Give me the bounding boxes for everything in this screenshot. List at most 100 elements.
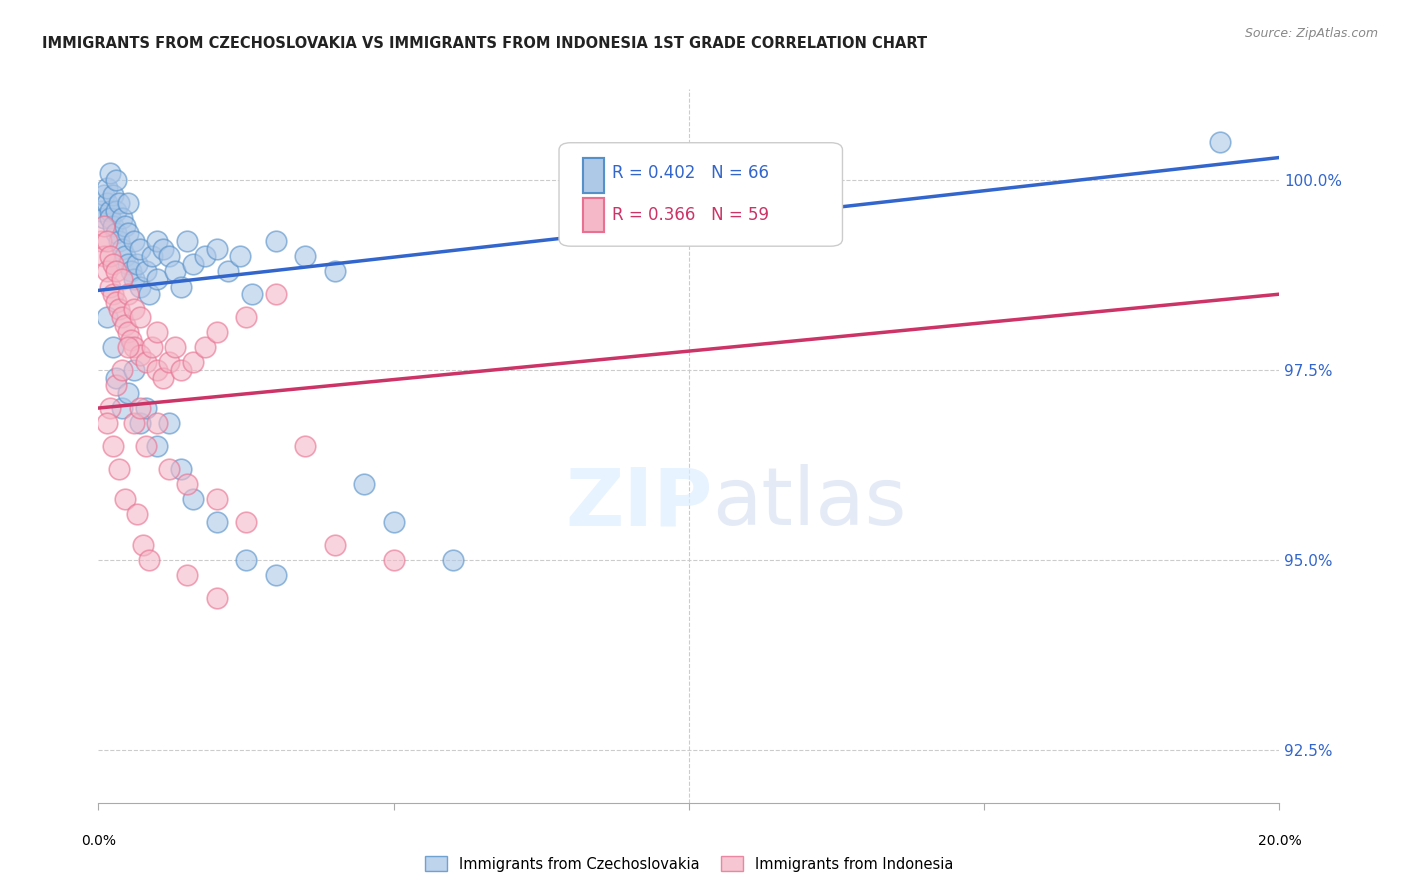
Point — [103, 439, 125, 453]
Point — [441, 553, 464, 567]
Text: IMMIGRANTS FROM CZECHOSLOVAKIA VS IMMIGRANTS FROM INDONESIA 1ST GRADE CORRELATIO: IMMIGRANTS FROM CZECHOSLOVAKIA VS IMMIGR… — [42, 36, 928, 51]
Point — [93, 249, 115, 263]
FancyBboxPatch shape — [560, 143, 842, 246]
Text: 0.0%: 0.0% — [82, 834, 115, 848]
Point — [122, 234, 145, 248]
Point — [294, 249, 316, 263]
Point — [105, 203, 128, 218]
Point — [108, 302, 131, 317]
Point — [294, 439, 316, 453]
Point — [235, 310, 257, 324]
Point — [157, 416, 180, 430]
Point — [117, 257, 139, 271]
Point — [128, 416, 150, 430]
Point — [135, 439, 157, 453]
Text: Source: ZipAtlas.com: Source: ZipAtlas.com — [1244, 27, 1378, 40]
Point — [108, 462, 131, 476]
Point — [128, 401, 150, 415]
Point — [120, 264, 142, 278]
Point — [135, 401, 157, 415]
Point — [128, 242, 150, 256]
Point — [138, 287, 160, 301]
Point — [264, 234, 287, 248]
Point — [152, 242, 174, 256]
Point — [111, 363, 134, 377]
Point — [122, 363, 145, 377]
Point — [1209, 136, 1232, 150]
Point — [122, 340, 145, 354]
Point — [93, 188, 115, 202]
Point — [146, 363, 169, 377]
Point — [152, 370, 174, 384]
Point — [117, 340, 139, 354]
Point — [111, 242, 134, 256]
Point — [96, 416, 118, 430]
Text: atlas: atlas — [713, 464, 907, 542]
Point — [235, 515, 257, 529]
Point — [103, 219, 125, 233]
Point — [205, 492, 228, 507]
Point — [96, 310, 118, 324]
Point — [105, 370, 128, 384]
Point — [105, 173, 128, 187]
Point — [382, 515, 405, 529]
Point — [205, 591, 228, 605]
Point — [353, 477, 375, 491]
Point — [90, 203, 112, 218]
Point — [146, 439, 169, 453]
Point — [117, 287, 139, 301]
Point — [105, 264, 128, 278]
Point — [98, 279, 121, 293]
Point — [108, 234, 131, 248]
Point — [114, 249, 136, 263]
Point — [138, 553, 160, 567]
Text: ZIP: ZIP — [565, 464, 713, 542]
Point — [105, 294, 128, 309]
Point — [111, 211, 134, 226]
Point — [96, 234, 118, 248]
Point — [132, 538, 155, 552]
Point — [264, 568, 287, 582]
FancyBboxPatch shape — [582, 198, 605, 232]
Point — [235, 553, 257, 567]
Point — [176, 234, 198, 248]
Point — [117, 325, 139, 339]
Point — [157, 355, 180, 369]
Point — [170, 279, 193, 293]
Point — [114, 492, 136, 507]
Point — [96, 181, 118, 195]
Point — [98, 249, 121, 263]
Point — [146, 325, 169, 339]
Point — [135, 355, 157, 369]
Point — [240, 287, 263, 301]
Point — [96, 196, 118, 211]
Point — [217, 264, 239, 278]
Text: 20.0%: 20.0% — [1257, 834, 1302, 848]
Point — [264, 287, 287, 301]
Point — [125, 257, 148, 271]
Legend: Immigrants from Czechoslovakia, Immigrants from Indonesia: Immigrants from Czechoslovakia, Immigran… — [419, 850, 959, 878]
Point — [122, 416, 145, 430]
Point — [141, 249, 163, 263]
Point — [111, 272, 134, 286]
Point — [117, 385, 139, 400]
Text: R = 0.366   N = 59: R = 0.366 N = 59 — [612, 206, 769, 224]
Point — [117, 196, 139, 211]
Point — [165, 264, 187, 278]
Point — [114, 219, 136, 233]
Point — [122, 302, 145, 317]
Point — [125, 508, 148, 522]
Point — [98, 211, 121, 226]
Point — [176, 568, 198, 582]
Point — [382, 553, 405, 567]
Point — [157, 249, 180, 263]
Point — [122, 272, 145, 286]
Point — [103, 257, 125, 271]
Point — [135, 264, 157, 278]
Point — [181, 492, 204, 507]
Point — [181, 257, 204, 271]
Point — [117, 227, 139, 241]
Point — [111, 401, 134, 415]
Point — [105, 227, 128, 241]
Point — [98, 401, 121, 415]
